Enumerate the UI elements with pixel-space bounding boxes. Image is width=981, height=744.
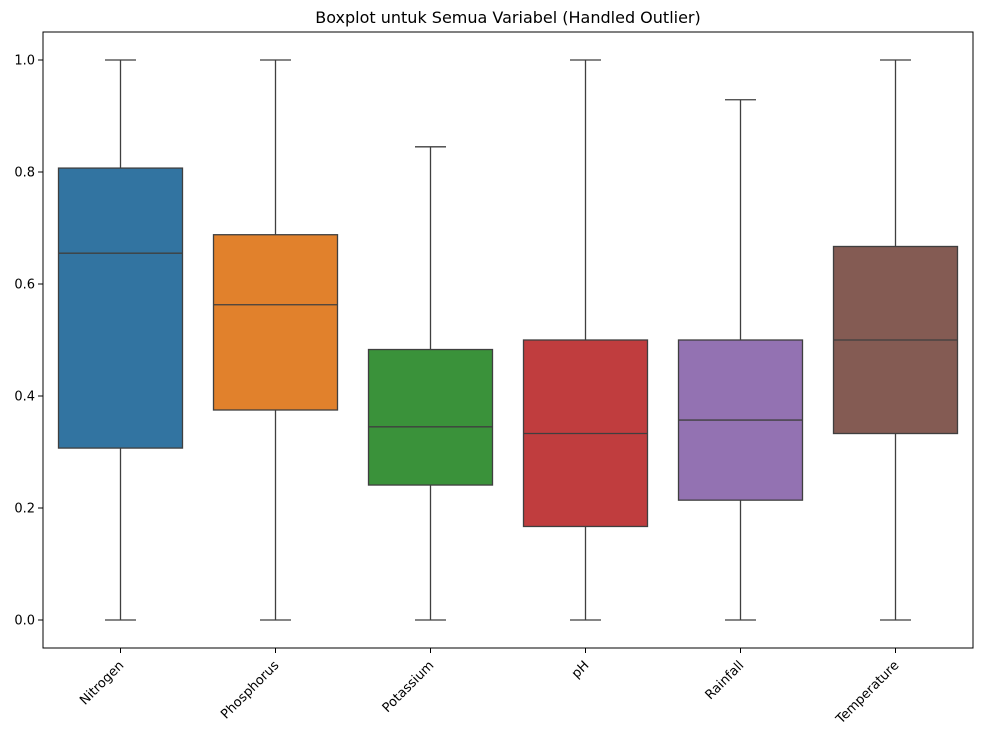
y-tick-label: 0.0 [14,614,35,629]
box-potassium [367,146,494,621]
chart-title: Boxplot untuk Semua Variabel (Handled Ou… [315,8,701,27]
box-rainfall [677,99,804,621]
box-phosphorus [212,59,339,621]
y-tick-label: 0.8 [14,166,35,181]
iqr-box [367,348,494,486]
x-tick-label: Rainfall [703,658,748,703]
x-tick-label: Nitrogen [77,658,127,708]
x-tick-label: pH [569,658,592,681]
plot-frame [42,31,974,649]
box-ph [522,59,649,621]
x-tick-label: Potassium [380,658,438,716]
iqr-box [212,234,339,411]
y-tick-label: 0.6 [14,278,35,293]
y-tick-label: 0.4 [14,390,35,405]
boxes-layer [57,59,959,621]
x-axis: Nitrogen Phosphorus Potassium pH Rainfall Tem… [77,648,902,728]
y-axis: 0.0 0.2 0.4 0.6 0.8 1.0 [14,54,43,629]
iqr-box [57,167,184,449]
y-tick-label: 0.2 [14,502,35,517]
x-tick-label: Temperature [833,658,903,728]
x-tick-label: Phosphorus [218,658,282,722]
y-tick-label: 1.0 [14,54,35,69]
box-nitrogen [57,59,184,621]
box-temperature [832,59,959,621]
